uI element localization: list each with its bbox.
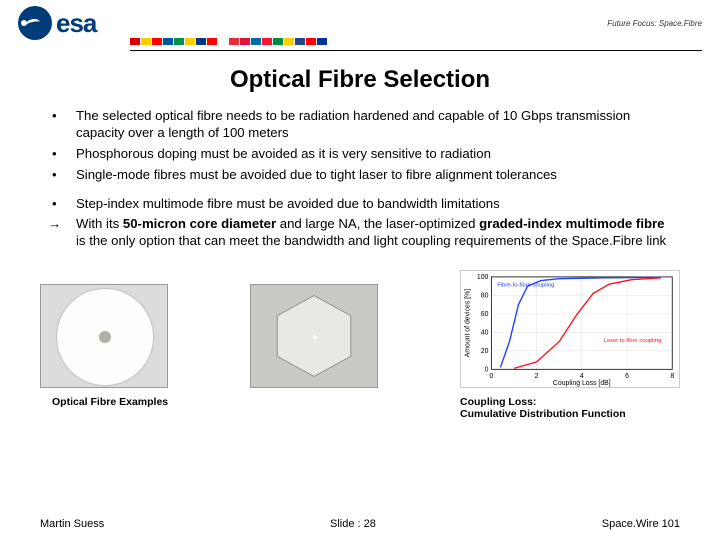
svg-text:8: 8: [670, 373, 674, 380]
bullet-text: Step-index multimode fibre must be avoid…: [76, 196, 672, 213]
svg-text:Laser to fibre coupling: Laser to fibre coupling: [603, 338, 661, 344]
flag-icon: [141, 38, 151, 45]
arrow-marker: →: [48, 216, 76, 250]
flag-icon: [218, 38, 228, 45]
coupling-chart: 02468020406080100Fibre-to-fibre coupling…: [460, 270, 680, 388]
svg-text:80: 80: [481, 293, 489, 300]
captions: Optical Fibre Examples Coupling Loss: Cu…: [40, 388, 680, 420]
svg-text:Amount of devices [%]: Amount of devices [%]: [465, 289, 472, 357]
caption-right: Coupling Loss: Cumulative Distribution F…: [460, 396, 680, 420]
svg-text:20: 20: [481, 348, 489, 355]
bullet-text: The selected optical fibre needs to be r…: [76, 108, 672, 142]
flag-strip: [130, 38, 327, 45]
caption-left: Optical Fibre Examples: [52, 396, 312, 420]
caption-right-1: Coupling Loss:: [460, 396, 536, 408]
conclusion-line: → With its 50-micron core diameter and l…: [48, 216, 672, 250]
logo: esa: [18, 6, 96, 40]
header: esa Future Focus: Space.Fibre: [0, 0, 720, 40]
bullet-item: •The selected optical fibre needs to be …: [48, 108, 672, 142]
svg-text:0: 0: [485, 367, 489, 374]
flag-icon: [174, 38, 184, 45]
flag-icon: [152, 38, 162, 45]
footer-course: Space.Wire 101: [602, 518, 680, 530]
footer: Martin Suess Slide : 28 Space.Wire 101: [0, 518, 720, 530]
hex-fibre-image: [250, 284, 378, 388]
flag-icon: [251, 38, 261, 45]
caption-right-2: Cumulative Distribution Function: [460, 408, 626, 420]
bullet-marker: •: [48, 146, 76, 163]
slide-title: Optical Fibre Selection: [0, 66, 720, 94]
bullet-marker: •: [48, 167, 76, 184]
svg-text:0: 0: [489, 373, 493, 380]
image-row: 02468020406080100Fibre-to-fibre coupling…: [40, 270, 680, 388]
flag-icon: [196, 38, 206, 45]
chart-svg: 02468020406080100Fibre-to-fibre coupling…: [461, 271, 679, 387]
flag-icon: [317, 38, 327, 45]
fibre-photo-1: [40, 284, 168, 388]
footer-author: Martin Suess: [40, 518, 104, 530]
svg-text:Fibre-to-fibre coupling: Fibre-to-fibre coupling: [497, 283, 554, 289]
bullet-item: •Phosphorous doping must be avoided as i…: [48, 146, 672, 163]
bullet-item: • Step-index multimode fibre must be avo…: [48, 196, 672, 213]
content: •The selected optical fibre needs to be …: [0, 94, 720, 250]
svg-text:2: 2: [535, 373, 539, 380]
flag-icon: [262, 38, 272, 45]
svg-text:40: 40: [481, 330, 489, 337]
bullet-text: Phosphorous doping must be avoided as it…: [76, 146, 672, 163]
esa-globe-icon: [18, 6, 52, 40]
flag-icon: [273, 38, 283, 45]
flag-icon: [284, 38, 294, 45]
slide: esa Future Focus: Space.Fibre Optical Fi…: [0, 0, 720, 540]
flag-icon: [240, 38, 250, 45]
bullet-marker: •: [48, 196, 76, 213]
svg-text:6: 6: [625, 373, 629, 380]
bullet-marker: •: [48, 108, 76, 142]
svg-text:60: 60: [481, 311, 489, 318]
round-fibre-image: [40, 284, 168, 388]
fibre-photo-2: [250, 284, 378, 388]
bullet-text: Single-mode fibres must be avoided due t…: [76, 167, 672, 184]
header-rule: [130, 50, 702, 51]
tagline: Future Focus: Space.Fibre: [607, 19, 702, 28]
footer-slide: Slide : 28: [104, 518, 602, 530]
flag-icon: [229, 38, 239, 45]
flag-icon: [185, 38, 195, 45]
svg-text:Coupling Loss [dB]: Coupling Loss [dB]: [553, 380, 611, 387]
flag-icon: [306, 38, 316, 45]
bullet-item: •Single-mode fibres must be avoided due …: [48, 167, 672, 184]
logo-text: esa: [56, 8, 96, 39]
flag-icon: [163, 38, 173, 45]
flag-icon: [207, 38, 217, 45]
flag-icon: [130, 38, 140, 45]
conclusion-text: With its 50-micron core diameter and lar…: [76, 216, 672, 250]
flag-icon: [295, 38, 305, 45]
svg-text:100: 100: [477, 274, 489, 281]
